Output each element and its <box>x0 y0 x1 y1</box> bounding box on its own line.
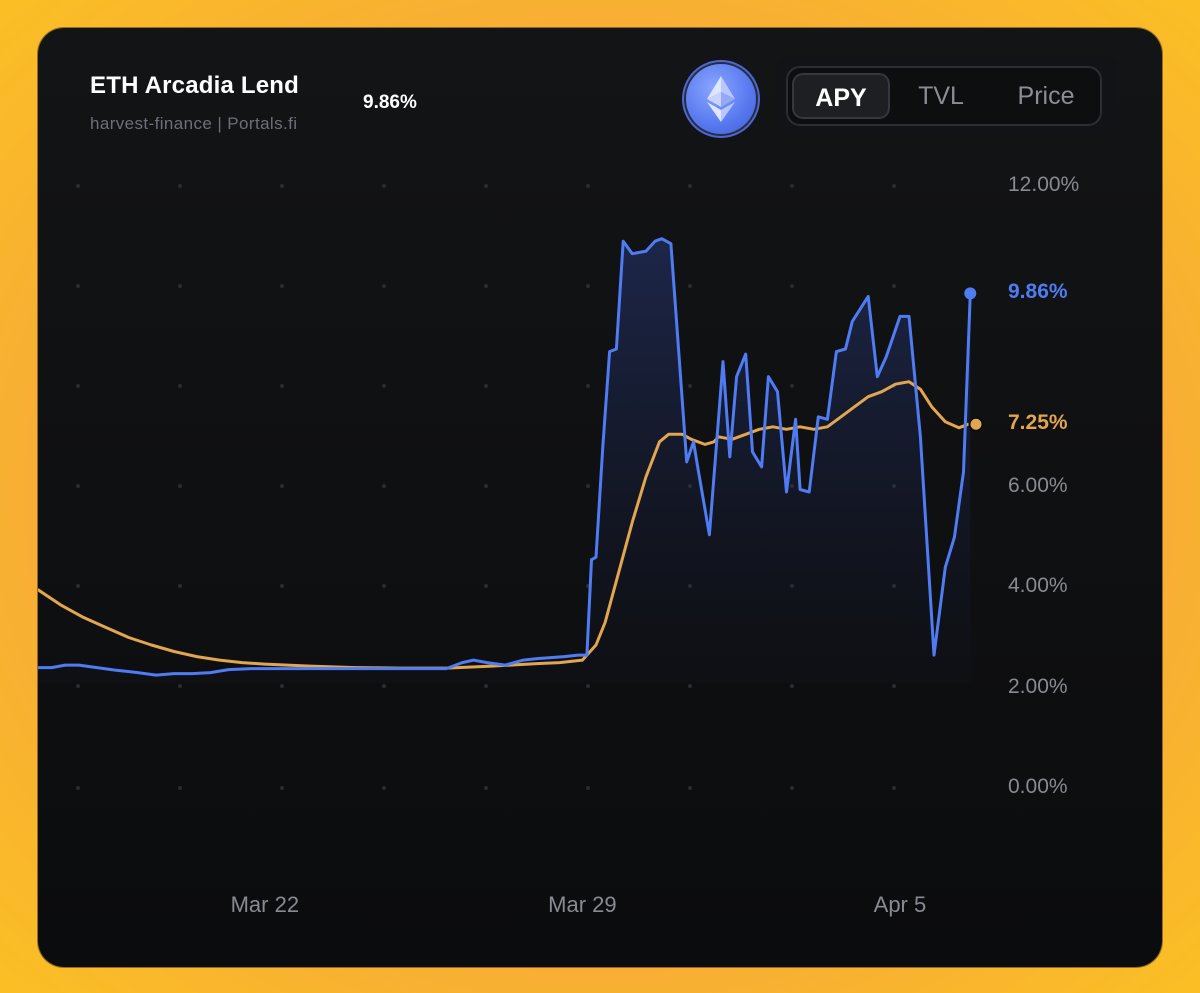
grid-dot <box>280 184 284 188</box>
grid-dot <box>484 184 488 188</box>
grid-dot <box>484 484 488 488</box>
y-tick-label: 0.00% <box>1008 775 1068 798</box>
grid-dot <box>382 184 386 188</box>
grid-dot <box>892 284 896 288</box>
grid-dot <box>688 284 692 288</box>
metric-tabs: APY TVL Price <box>776 56 1118 136</box>
grid-dot <box>382 786 386 790</box>
x-tick-label: Mar 29 <box>548 892 617 917</box>
grid-dot <box>484 584 488 588</box>
grid-dot <box>586 786 590 790</box>
grid-dot <box>382 484 386 488</box>
grid-dot <box>382 684 386 688</box>
grid-dot <box>76 384 80 388</box>
grid-dot <box>484 786 488 790</box>
grid-dot <box>178 684 182 688</box>
grid-dot <box>280 384 284 388</box>
y-tick-label: 2.00% <box>1008 674 1068 698</box>
grid-dot <box>280 684 284 688</box>
grid-dot <box>382 384 386 388</box>
grid-dot <box>178 584 182 588</box>
grid-dot <box>892 184 896 188</box>
grid-dot <box>790 284 794 288</box>
grid-dot <box>688 786 692 790</box>
tab-apy[interactable]: APY <box>792 73 890 119</box>
grid-dot <box>790 684 794 688</box>
grid-dot <box>688 684 692 688</box>
grid-dot <box>280 484 284 488</box>
grid-dot <box>76 184 80 188</box>
average-end-dot <box>968 416 984 432</box>
grid-dot <box>280 786 284 790</box>
current-apy-value: 9.86% <box>363 92 417 113</box>
grid-dot <box>280 584 284 588</box>
grid-dot <box>178 786 182 790</box>
metric-tab-group: APY TVL Price <box>786 66 1102 126</box>
apy-line <box>38 237 972 677</box>
dot-grid <box>76 184 896 790</box>
grid-dot <box>76 284 80 288</box>
grid-dot <box>76 786 80 790</box>
grid-dot <box>688 384 692 388</box>
grid-dot <box>586 384 590 388</box>
apy-end-dot <box>964 287 977 300</box>
grid-dot <box>178 484 182 488</box>
apy-area-fill <box>38 238 971 683</box>
average-end-label: 7.25% <box>1008 411 1068 435</box>
grid-dot <box>790 384 794 388</box>
grid-dot <box>76 484 80 488</box>
grid-dot <box>76 684 80 688</box>
chart-card: ETH Arcadia Lend harvest-finance | Porta… <box>38 28 1162 967</box>
grid-dot <box>280 284 284 288</box>
grid-dot <box>586 684 590 688</box>
tab-tvl[interactable]: TVL <box>918 82 964 110</box>
average-apy-line <box>38 380 970 670</box>
grid-dot <box>382 284 386 288</box>
grid-dot <box>892 786 896 790</box>
grid-dot <box>484 384 488 388</box>
grid-dot <box>892 684 896 688</box>
apy-chart[interactable] <box>38 28 1162 967</box>
y-tick-label: 4.00% <box>1008 574 1068 598</box>
pool-subtitle: harvest-finance | Portals.fi <box>90 114 298 133</box>
grid-dot <box>790 184 794 188</box>
grid-dot <box>688 184 692 188</box>
apy-end-label: 9.86% <box>1008 280 1068 304</box>
grid-dot <box>178 384 182 388</box>
grid-dot <box>586 184 590 188</box>
grid-dot <box>484 284 488 288</box>
grid-dot <box>178 184 182 188</box>
y-tick-label: 12.00% <box>1008 173 1080 196</box>
grid-dot <box>382 584 386 588</box>
grid-dot <box>178 284 182 288</box>
ethereum-icon <box>686 64 756 134</box>
grid-dot <box>76 584 80 588</box>
grid-dot <box>790 786 794 790</box>
grid-dot <box>586 484 590 488</box>
grid-dot <box>484 684 488 688</box>
y-tick-label: 6.00% <box>1008 474 1068 497</box>
x-tick-label: Mar 22 <box>230 892 300 917</box>
grid-dot <box>586 284 590 288</box>
tab-price[interactable]: Price <box>1017 82 1075 110</box>
x-tick-label: Apr 5 <box>873 892 927 917</box>
pool-title: ETH Arcadia Lend <box>90 72 300 99</box>
